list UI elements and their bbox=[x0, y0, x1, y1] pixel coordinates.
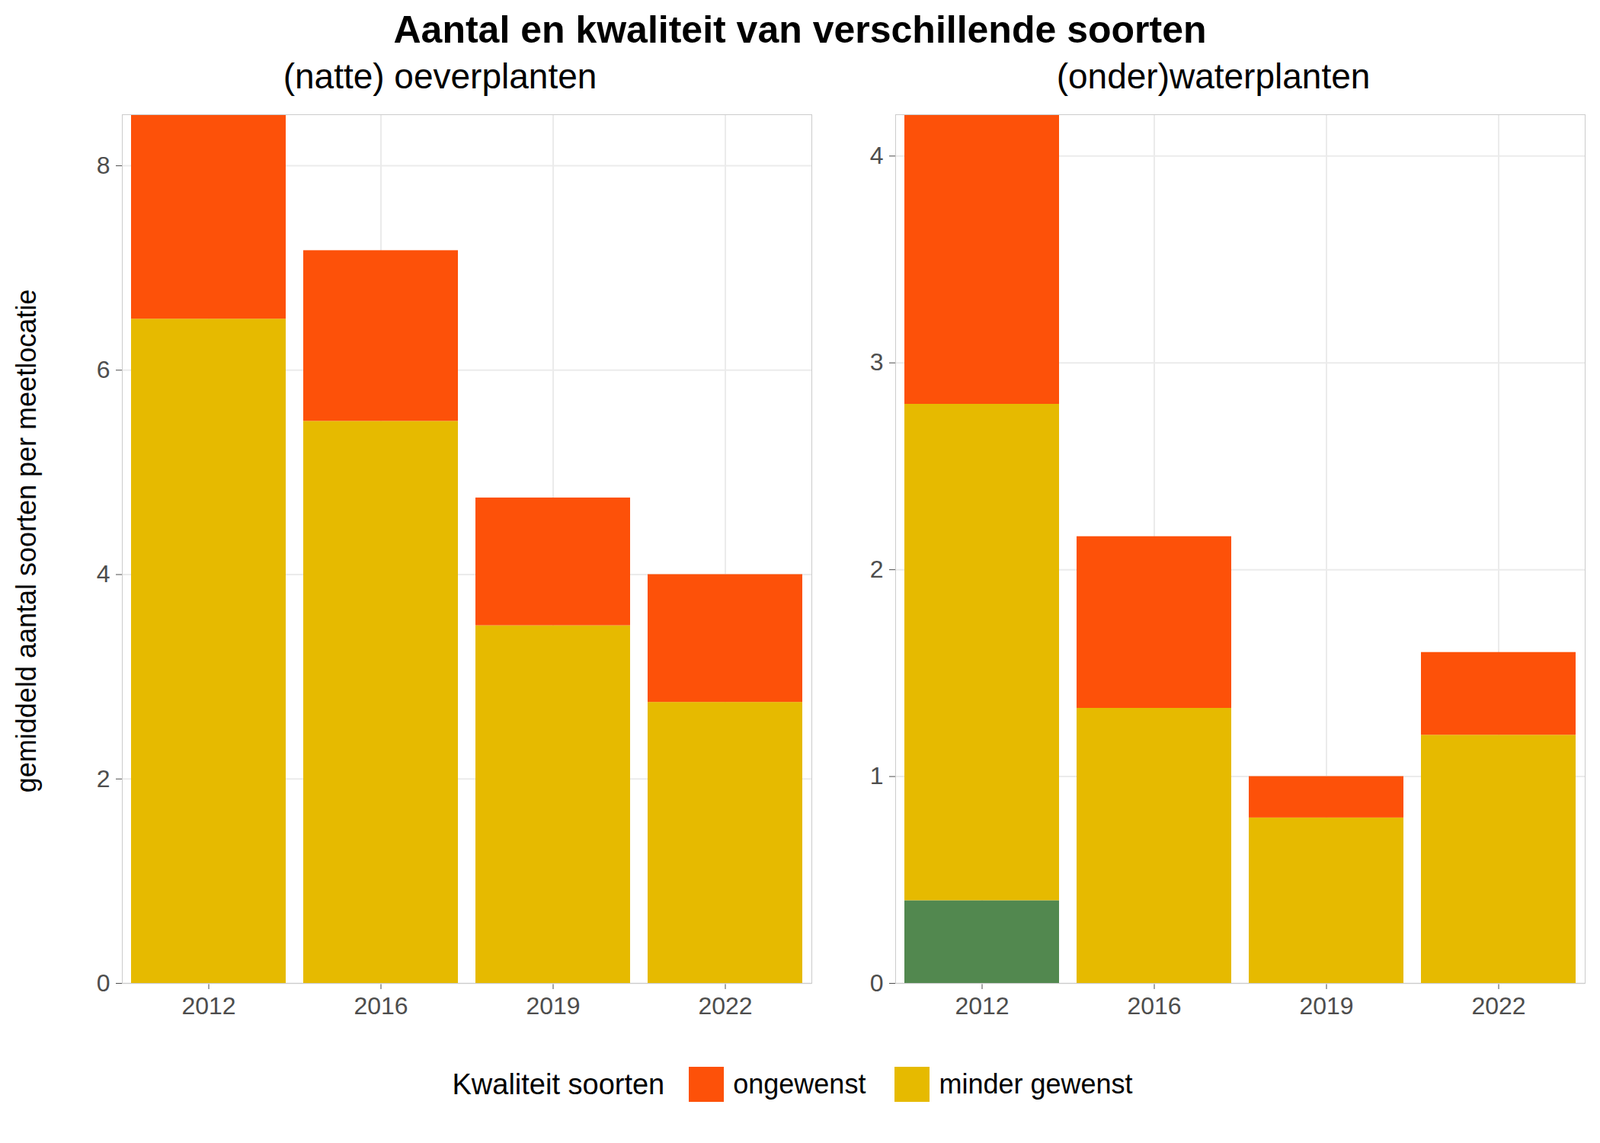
html-text:(natte) oeverplanten: (natte) oeverplanten bbox=[283, 56, 597, 96]
svg-text:2016: 2016 bbox=[1126, 992, 1181, 1020]
svg-text:2012: 2012 bbox=[181, 992, 236, 1020]
html-text:(onder)waterplanten: (onder)waterplanten bbox=[1056, 56, 1371, 96]
svg-text:3: 3 bbox=[870, 348, 884, 376]
svg-text:0: 0 bbox=[96, 969, 111, 997]
svg-text:2: 2 bbox=[870, 555, 884, 583]
svg-text:1: 1 bbox=[870, 761, 884, 790]
html-text:Kwaliteit soorten: Kwaliteit soorten bbox=[452, 1067, 665, 1100]
svg-text:4: 4 bbox=[96, 560, 111, 588]
svg-text:0: 0 bbox=[870, 969, 884, 997]
svg-text:2019: 2019 bbox=[1299, 992, 1354, 1020]
svg-text:6: 6 bbox=[96, 355, 111, 384]
svg-text:2012: 2012 bbox=[954, 992, 1009, 1020]
svg-text:2: 2 bbox=[96, 764, 111, 793]
html-text:ongewenst: ongewenst bbox=[733, 1068, 866, 1100]
svg-text:2019: 2019 bbox=[525, 992, 580, 1020]
svg-text:2016: 2016 bbox=[353, 992, 408, 1020]
html-text:minder gewenst: minder gewenst bbox=[938, 1068, 1133, 1100]
html-text:gemiddeld aantal soorten per m: gemiddeld aantal soorten per meetlocatie bbox=[10, 289, 42, 793]
svg-text:8: 8 bbox=[96, 151, 111, 180]
html-text:Aantal en kwaliteit van versch: Aantal en kwaliteit van verschillende so… bbox=[393, 8, 1207, 52]
svg-text:2022: 2022 bbox=[1471, 992, 1526, 1020]
svg-text:4: 4 bbox=[870, 141, 884, 170]
svg-text:2022: 2022 bbox=[697, 992, 752, 1020]
